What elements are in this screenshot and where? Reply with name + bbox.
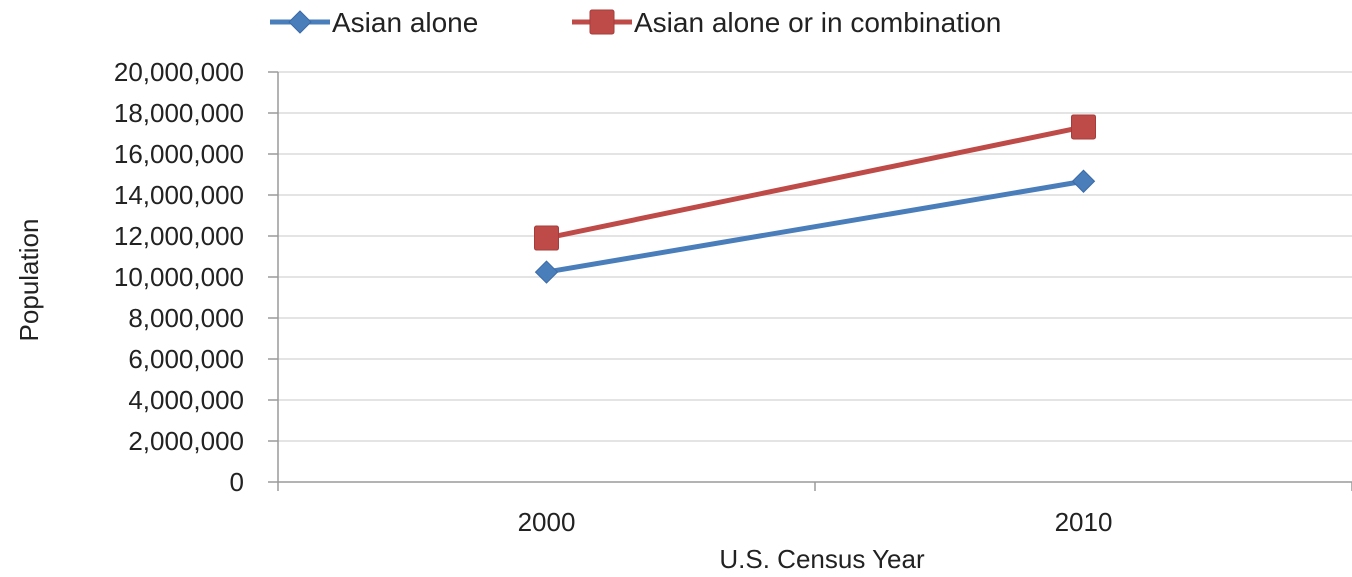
data-point-marker: [1071, 169, 1096, 193]
y-tick-label: 6,000,000: [128, 344, 244, 374]
data-point-marker: [534, 260, 559, 284]
gridlines: [278, 71, 1352, 442]
x-tick-label: 2010: [1055, 507, 1113, 537]
series-1: [534, 169, 1096, 284]
legend-item: Asian alone: [270, 7, 478, 38]
y-tick-label: 0: [230, 467, 244, 497]
y-tick-label: 14,000,000: [114, 180, 244, 210]
y-tick-label: 12,000,000: [114, 221, 244, 251]
legend-label: Asian alone: [332, 7, 478, 38]
series-line: [545, 124, 1085, 241]
series-2: [534, 114, 1096, 251]
y-tick-label: 18,000,000: [114, 98, 244, 128]
series-group: [534, 114, 1096, 284]
legend-item: Asian alone or in combination: [572, 7, 1001, 38]
legend-marker: [288, 10, 312, 34]
x-axis-title: U.S. Census Year: [719, 544, 925, 574]
data-point-marker: [534, 225, 559, 251]
legend-marker: [589, 9, 615, 35]
y-tick-label: 2,000,000: [128, 426, 244, 456]
data-point-marker: [1071, 114, 1096, 140]
y-tick-label: 16,000,000: [114, 139, 244, 169]
legend-label: Asian alone or in combination: [634, 7, 1001, 38]
x-tick-label: 2000: [518, 507, 576, 537]
y-axis-ticks: 0 2,000,000 4,000,000 6,000,000 8,000,000 10,…: [114, 57, 278, 497]
y-axis-title: Population: [14, 219, 44, 342]
y-tick-label: 10,000,000: [114, 262, 244, 292]
series-line: [546, 178, 1084, 275]
x-axis-ticks: 2000 2010: [277, 482, 1352, 537]
legend: Asian alone Asian alone or in combination: [270, 7, 1001, 38]
y-tick-label: 8,000,000: [128, 303, 244, 333]
y-tick-label: 4,000,000: [128, 385, 244, 415]
y-tick-label: 20,000,000: [114, 57, 244, 87]
